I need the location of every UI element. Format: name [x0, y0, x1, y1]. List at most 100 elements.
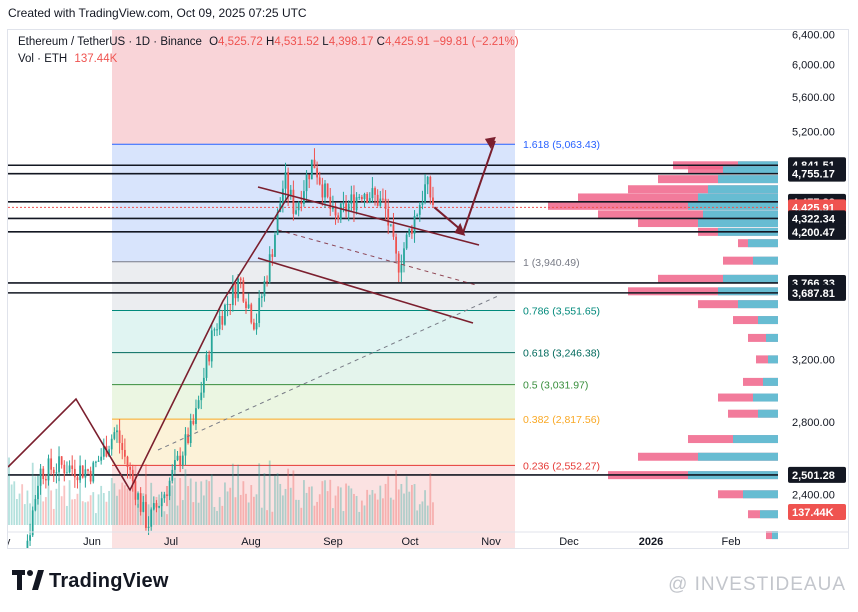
volume-bar-146: [392, 499, 395, 525]
candle-body-156: [418, 205, 421, 215]
volume-bar-58: [160, 503, 163, 525]
candle-body-43: [121, 443, 124, 450]
volume-bar-143: [384, 483, 387, 525]
candle-body-60: [166, 494, 168, 497]
volume-bar-123: [332, 508, 334, 525]
candle-body-93: [253, 322, 255, 330]
volume-profile-bar-5: [548, 201, 778, 210]
x-tick-label-5: Oct: [401, 536, 418, 548]
candle-body-12: [39, 468, 42, 486]
candle-body-47: [131, 469, 134, 482]
candle-body-119: [321, 184, 324, 198]
volume-bar-116: [313, 505, 316, 525]
candle-body-100: [271, 254, 274, 257]
volume-bar-151: [405, 476, 408, 525]
candle-body-67: [184, 434, 187, 456]
candle-body-57: [158, 506, 160, 508]
price-badge-label-9: 137.44K: [792, 507, 834, 519]
volume-bar-74: [202, 495, 205, 525]
volume-bar-19: [58, 478, 60, 525]
candle-body-20: [60, 456, 63, 465]
volume-bar-41: [116, 495, 118, 525]
chart-area[interactable]: 1.618 (5,063.43) 1 (3,940.49) 0.786 (3,551…: [7, 29, 849, 549]
volume-bar-85: [231, 463, 234, 525]
fib-zone-5: [112, 419, 515, 466]
price-badge-label-4: 4,322.34: [792, 213, 836, 225]
volume-bar-25: [73, 499, 76, 525]
volume-bar-39: [110, 477, 113, 525]
x-tick-label-1: Jun: [83, 536, 101, 548]
candle-body-56: [155, 503, 158, 508]
volume-profile-bar-18: [718, 393, 778, 402]
volume-bar-23: [68, 480, 71, 525]
price-badge-1: [788, 165, 846, 182]
volume-bar-110: [297, 499, 300, 525]
symbol-label[interactable]: Ethereum / TetherUS · 1D · Binance: [18, 36, 202, 48]
volume-bar-99: [268, 460, 271, 525]
volume-profile-bar-10: [723, 256, 778, 265]
price-badge-label-7: 3,687.81: [792, 288, 835, 300]
open-value: 4,525.72: [218, 36, 263, 48]
candle-body-102: [276, 212, 279, 235]
candle-body-113: [305, 174, 308, 192]
candle-body-9: [31, 510, 34, 536]
volume-bar-83: [226, 491, 229, 525]
candle-body-132: [355, 197, 358, 211]
volume-bar-22: [66, 505, 68, 525]
candle-body-19: [58, 456, 60, 473]
candle-body-27: [79, 465, 81, 481]
candle-body-88: [239, 278, 242, 281]
volume-bar-72: [197, 502, 200, 525]
volume-bar-142: [382, 498, 384, 525]
volume-bar-90: [245, 493, 247, 525]
candle-body-120: [324, 183, 326, 198]
candle-body-42: [118, 430, 121, 444]
volume-bar-106: [287, 468, 290, 525]
candle-body-104: [281, 188, 284, 204]
open-key: O: [209, 36, 219, 48]
candle-body-154: [413, 216, 416, 234]
candle-body-159: [426, 176, 429, 185]
candle-body-130: [350, 194, 353, 204]
price-badge-9: [788, 504, 846, 520]
volume-bar-144: [387, 476, 390, 525]
volume-profile-value-2: [718, 175, 778, 184]
volume-bar-93: [253, 496, 255, 525]
volume-bar-89: [242, 481, 245, 525]
volume-key[interactable]: Vol · ETH: [18, 53, 68, 65]
candle-body-23: [68, 465, 71, 473]
volume-profile-value-21: [698, 452, 778, 461]
volume-bar-28: [81, 501, 84, 525]
candle-body-55: [152, 503, 155, 510]
candle-body-98: [266, 281, 268, 283]
volume-bar-155: [416, 510, 419, 525]
volume-bar-70: [192, 502, 195, 525]
volume-bar-153: [411, 485, 413, 525]
volume-bar-4: [18, 493, 21, 525]
candle-body-110: [297, 202, 300, 211]
volume-bar-15: [47, 474, 50, 525]
tradingview-logo[interactable]: TradingView: [12, 570, 169, 593]
volume-bar-114: [308, 486, 311, 525]
volume-bar-32: [92, 492, 95, 525]
volume-bar-13: [42, 501, 45, 525]
candle-body-68: [187, 434, 189, 444]
volume-bar-40: [113, 483, 116, 525]
candle-body-123: [332, 206, 334, 210]
volume-value: 137.44K: [74, 53, 118, 65]
fib-label-7: 0 (2,123.44): [523, 547, 580, 549]
volume-profile-bar-16: [756, 355, 778, 364]
candlestick-chart[interactable]: 1.618 (5,063.43) 1 (3,940.49) 0.786 (3,551…: [8, 30, 849, 549]
candle-body-73: [200, 392, 203, 401]
candle-body-18: [55, 472, 58, 474]
candle-body-124: [334, 206, 337, 216]
candle-body-131: [353, 194, 355, 211]
volume-bar-33: [95, 513, 97, 525]
volume-bar-118: [318, 494, 321, 525]
candle-body-13: [42, 468, 45, 479]
volume-bar-71: [195, 481, 197, 525]
fib-label-1: 1 (3,940.49): [523, 257, 580, 269]
candle-body-80: [218, 316, 221, 330]
volume-bar-69: [189, 478, 192, 525]
volume-bar-77: [210, 474, 213, 525]
